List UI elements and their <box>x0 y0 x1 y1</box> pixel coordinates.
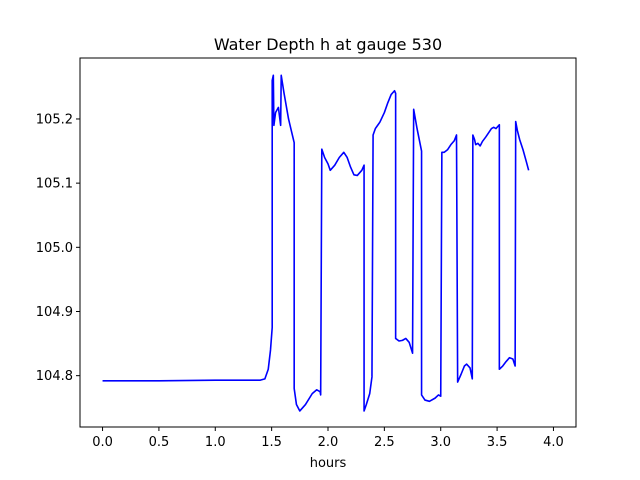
y-tick-label: 104.9 <box>36 305 73 320</box>
x-tick-label: 3.0 <box>430 435 451 450</box>
x-tick-label: 0.5 <box>149 435 170 450</box>
x-axis-label: hours <box>310 456 347 471</box>
y-tick-label: 104.8 <box>36 369 73 384</box>
x-tick-label: 0.0 <box>92 435 113 450</box>
chart-title: Water Depth h at gauge 530 <box>214 35 442 54</box>
y-tick-label: 105.2 <box>36 112 73 127</box>
series-line-1 <box>102 74 530 412</box>
y-axis-ticks: 104.8 104.9 105.0 105.1 105.2 <box>36 112 80 384</box>
x-tick-label: 2.5 <box>374 435 395 450</box>
x-tick-label: 4.0 <box>543 435 564 450</box>
x-tick-label: 1.5 <box>261 435 282 450</box>
x-tick-label: 3.5 <box>487 435 508 450</box>
x-tick-label: 1.0 <box>205 435 226 450</box>
x-tick-label: 2.0 <box>318 435 339 450</box>
y-tick-label: 105.1 <box>36 177 73 192</box>
x-axis-ticks: 0.0 0.5 1.0 1.5 2.0 2.5 3.0 3.5 4.0 <box>92 427 564 450</box>
series-layer <box>102 74 530 412</box>
y-tick-label: 105.0 <box>36 241 73 256</box>
